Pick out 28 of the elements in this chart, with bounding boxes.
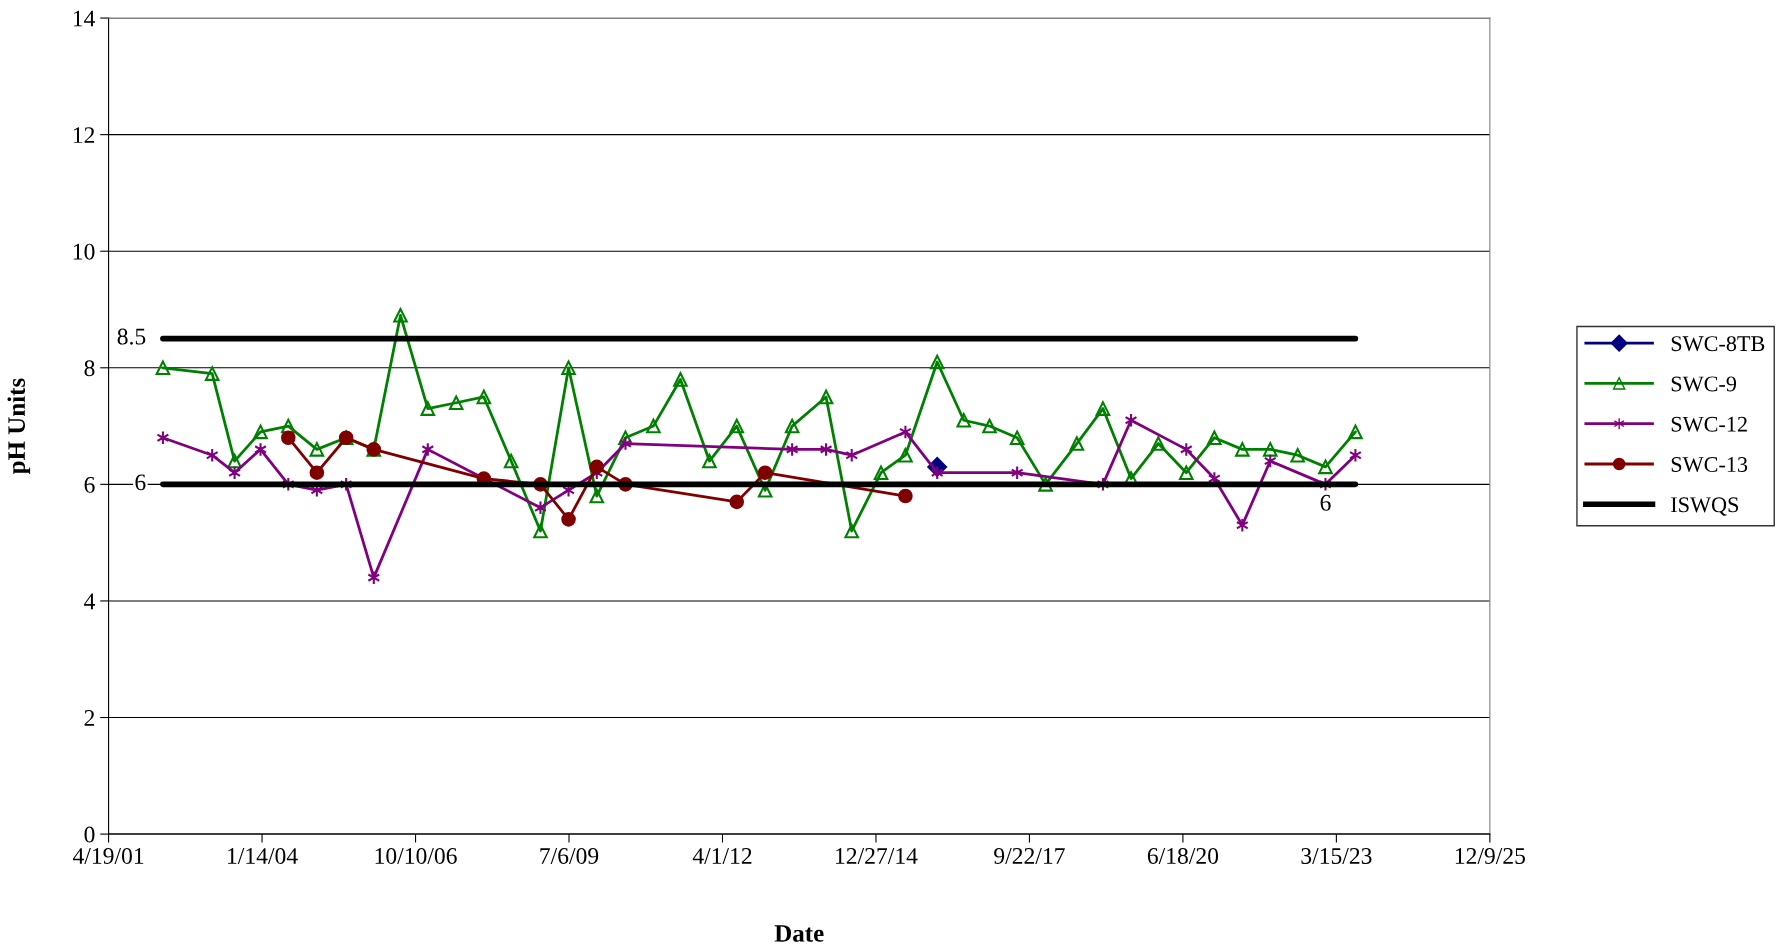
data-label: 6 xyxy=(135,474,146,491)
y-tick-label: 4 xyxy=(84,593,96,610)
x-tick-label: 10/10/06 xyxy=(375,847,457,864)
x-tick-label: 9/22/17 xyxy=(994,848,1065,864)
x-tick-label: 7/6/09 xyxy=(540,847,599,864)
y-tick-label: 12 xyxy=(73,127,95,143)
y-tick-label: 10 xyxy=(73,243,95,260)
data-label: 8.5 xyxy=(117,328,146,345)
y-tick-label: 2 xyxy=(84,710,95,726)
x-tick-label: 12/9/25 xyxy=(1455,848,1526,864)
data-label: 6 xyxy=(1320,494,1331,511)
y-axis-title: pH Units xyxy=(7,378,31,475)
x-axis-title: Date xyxy=(774,925,824,942)
legend-label: SWC-9 xyxy=(1671,376,1737,392)
y-tick-label: 8 xyxy=(84,360,95,377)
y-tick-label: 14 xyxy=(73,10,96,27)
x-tick-label: 4/19/01 xyxy=(72,847,144,864)
x-tick-label: 12/27/14 xyxy=(836,848,918,864)
legend-label: SWC-8TB xyxy=(1671,336,1765,352)
x-tick-label: 1/14/04 xyxy=(228,847,298,864)
x-tick-label: 6/18/20 xyxy=(1147,847,1219,864)
y-tick-label: 0 xyxy=(84,826,95,843)
x-tick-label: 4/1/12 xyxy=(692,848,752,864)
legend-label: SWC-13 xyxy=(1671,457,1748,473)
x-tick-label: 3/15/23 xyxy=(1301,848,1372,864)
y-tick-label: 6 xyxy=(84,476,95,493)
legend-label: ISWQS xyxy=(1671,497,1739,516)
legend-label: SWC-12 xyxy=(1671,416,1747,432)
